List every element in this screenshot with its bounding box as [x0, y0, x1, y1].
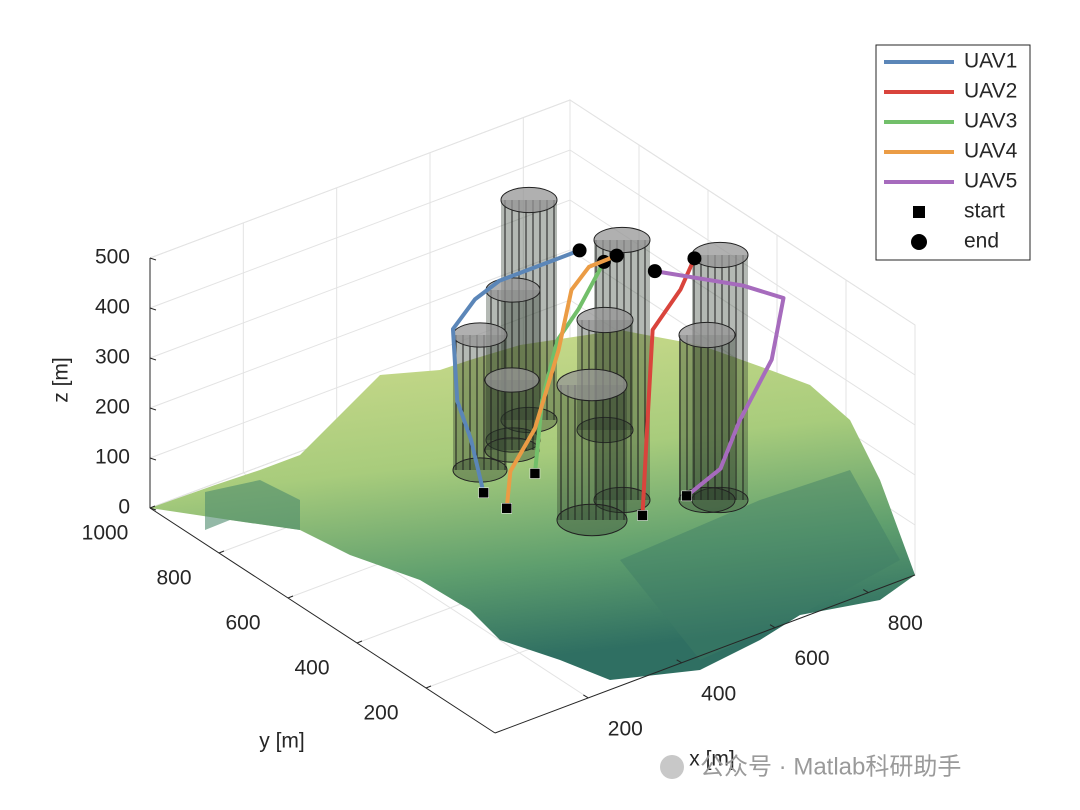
x-tick [769, 624, 776, 629]
cylinder-base [484, 437, 540, 463]
trajectory [450, 248, 581, 494]
start-marker [478, 487, 489, 499]
cylinder-top [484, 367, 540, 393]
z-tick [149, 307, 157, 311]
y-tick-label: 200 [363, 702, 398, 725]
grid-line [149, 99, 916, 326]
z-tick [149, 357, 157, 361]
watermark: 公众号 · Matlab科研助手 [700, 753, 961, 780]
paths [450, 243, 786, 521]
trajectory [532, 260, 606, 474]
z-tick-label: 400 [95, 296, 130, 319]
x-tick [863, 589, 869, 593]
start-marker [681, 490, 692, 502]
y-tick-label: 600 [225, 612, 260, 635]
z-tick [149, 507, 157, 511]
z-tick [149, 257, 157, 261]
trajectory [504, 253, 618, 509]
cylinder-top [576, 306, 634, 334]
z-tick-label: 0 [118, 496, 130, 519]
cylinder-top [556, 368, 628, 402]
x-axis-label: x [m] [689, 748, 735, 771]
end-marker [647, 264, 662, 279]
trajectory [654, 269, 786, 498]
legend-label: UAV2 [964, 80, 1017, 103]
start-marker [637, 510, 648, 521]
cylinder-top [452, 322, 508, 348]
cylinder-top [593, 226, 651, 254]
end-marker [572, 243, 587, 258]
z-axis-label: z [m] [50, 357, 73, 403]
y-tick [149, 505, 156, 509]
terrain-ridge [620, 470, 900, 660]
watermark-icon [660, 755, 684, 779]
cylinder-top [678, 321, 736, 349]
y-tick-label: 800 [156, 567, 191, 590]
start-marker [501, 503, 512, 514]
z-tick [149, 457, 157, 461]
legend-label: end [964, 230, 999, 253]
x-tick-label: 200 [608, 717, 643, 740]
z-tick-label: 500 [95, 246, 130, 269]
x-axis [494, 574, 916, 734]
y-tick [218, 550, 225, 554]
y-axis [149, 507, 496, 734]
y-axis-label: y [m] [259, 730, 305, 753]
end-marker [609, 248, 624, 263]
y-tick [425, 685, 432, 689]
x-tick-label: 600 [794, 647, 829, 670]
z-tick [149, 407, 157, 411]
x-tick-label: 400 [701, 682, 736, 705]
cylinder-body [679, 335, 735, 500]
cylinder-top [485, 277, 541, 303]
z-tick-label: 100 [95, 446, 130, 469]
cylinder-top [500, 186, 558, 214]
legend-label: UAV5 [964, 170, 1017, 193]
legend-label: UAV4 [964, 140, 1018, 163]
axes: 200 400 600 800 200 400 600 800 1000 0 100 200 300 40… [82, 246, 923, 741]
y-tick-label: 400 [294, 657, 329, 680]
grid-line [149, 199, 916, 426]
cylinder-base [556, 503, 628, 537]
legend-label: UAV1 [964, 50, 1017, 73]
legend-label: UAV3 [964, 110, 1017, 133]
cylinder-body [557, 385, 627, 520]
start-marker [529, 468, 541, 479]
legend-marker [913, 206, 925, 218]
x-tick [676, 659, 682, 664]
y-tick [356, 640, 363, 644]
cylinder-base [678, 486, 736, 514]
legend: UAV1 UAV2 UAV3 UAV4 UAV5 start end [875, 44, 1031, 261]
grid-line [149, 149, 916, 376]
terrain-shadow [205, 480, 300, 530]
z-tick-label: 200 [95, 396, 130, 419]
trajectory [640, 257, 697, 516]
legend-marker [911, 234, 927, 250]
y-tick-label: 1000 [82, 522, 129, 545]
z-tick-label: 300 [95, 346, 130, 369]
legend-label: start [964, 200, 1005, 223]
y-tick [287, 595, 294, 599]
x-tick [583, 694, 589, 699]
x-tick-label: 800 [888, 612, 923, 635]
end-marker [687, 251, 702, 266]
